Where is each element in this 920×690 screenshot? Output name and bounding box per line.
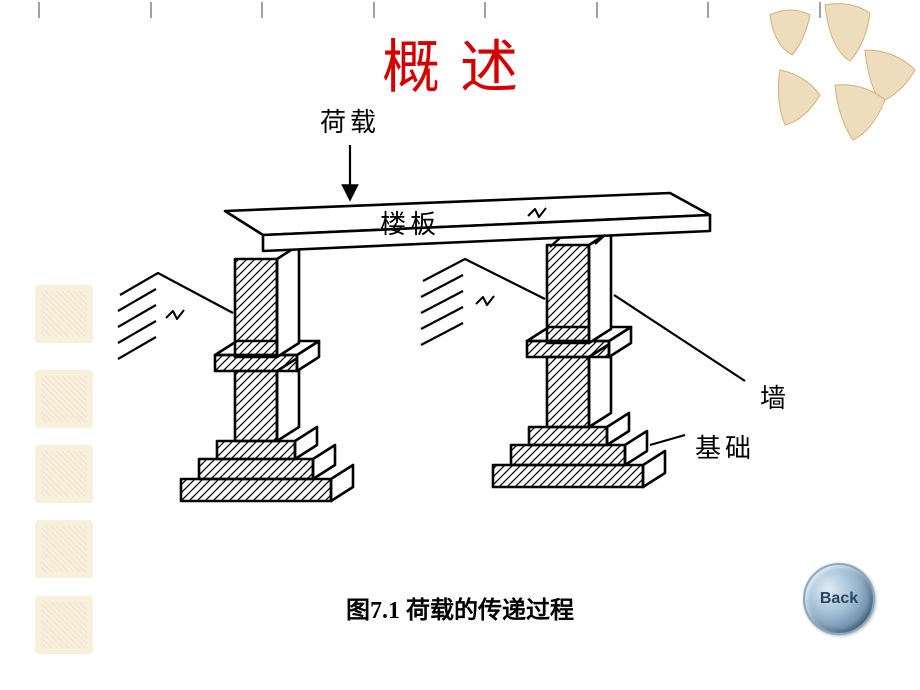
slide-title: 概述 <box>0 20 920 104</box>
ruler-tick <box>38 2 40 18</box>
back-button[interactable]: Back <box>803 563 875 635</box>
ruler-tick <box>484 2 486 18</box>
load-transfer-diagram <box>105 145 785 525</box>
label-wall: 墙 <box>760 378 790 415</box>
ruler-tick <box>707 2 709 18</box>
label-load: 荷载 <box>320 102 380 139</box>
seal-watermark <box>35 445 93 503</box>
slide: 概述 荷载 楼板 墙 基础 图7.1 荷载的传递过程 Back <box>0 0 920 690</box>
figure-caption: 图7.1 荷载的传递过程 <box>0 590 920 625</box>
ruler-tick <box>261 2 263 18</box>
label-foundation: 基础 <box>695 428 755 465</box>
seal-watermark <box>35 285 93 343</box>
ruler-tick <box>596 2 598 18</box>
seal-watermark <box>35 370 93 428</box>
ruler-tick <box>150 2 152 18</box>
ruler-tick <box>373 2 375 18</box>
label-slab: 楼板 <box>380 204 440 241</box>
seal-watermark <box>35 520 93 578</box>
